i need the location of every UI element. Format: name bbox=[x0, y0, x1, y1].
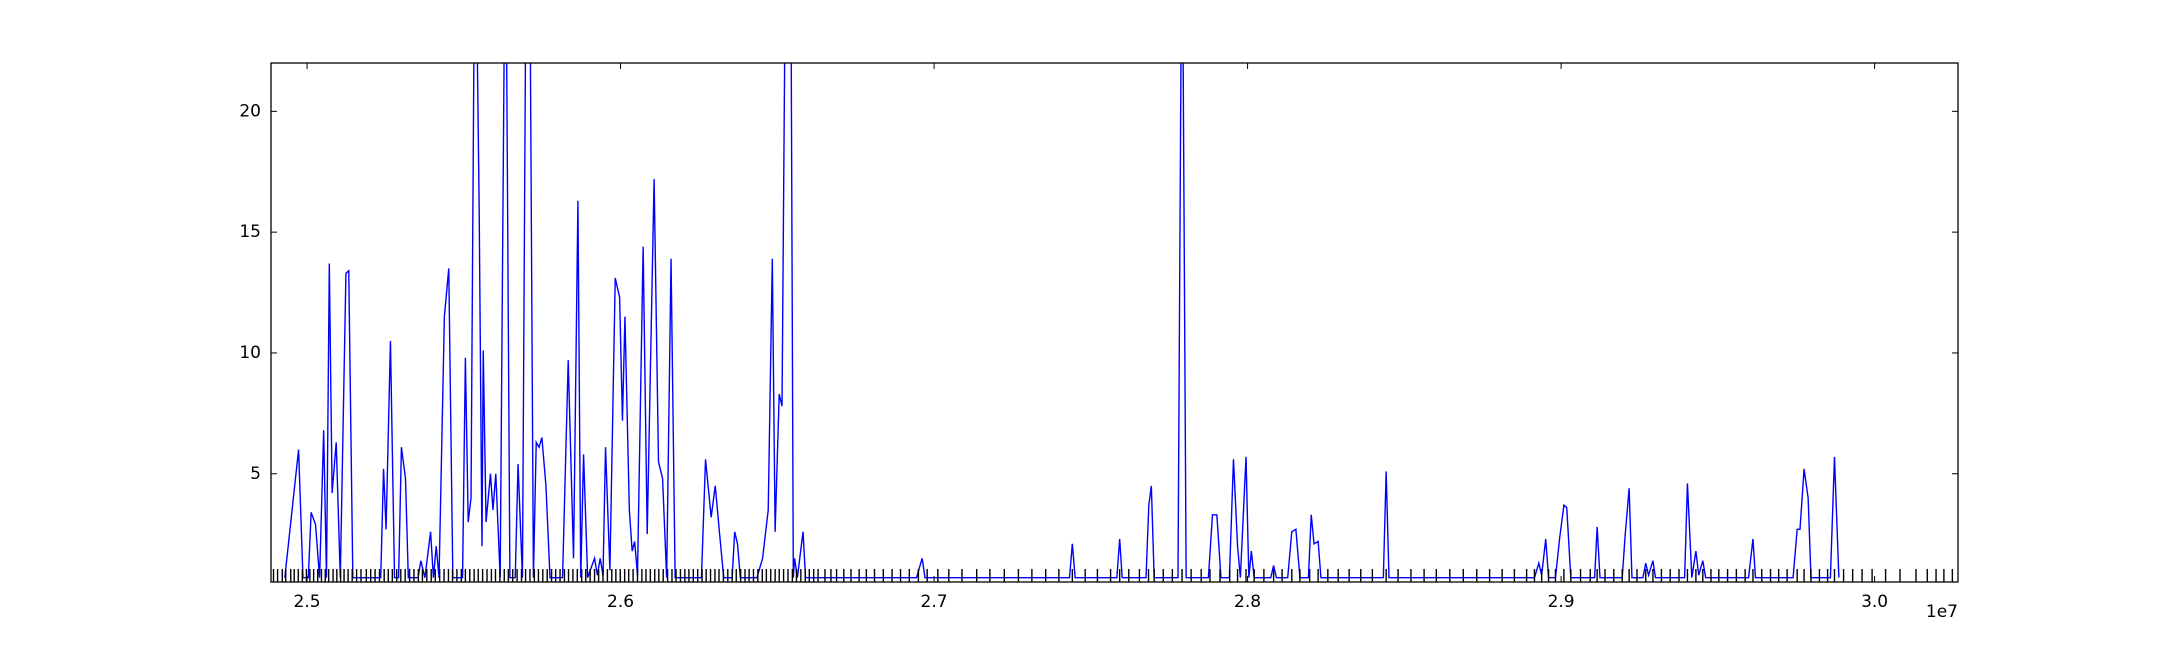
axes-frame bbox=[270, 62, 1959, 583]
x-tick-label: 2.7 bbox=[921, 592, 948, 612]
y-tick-label: 5 bbox=[250, 464, 261, 484]
y-tick-label: 10 bbox=[239, 343, 261, 363]
x-tick-label: 2.6 bbox=[607, 592, 634, 612]
x-tick-label: 3.0 bbox=[1861, 592, 1888, 612]
line-series bbox=[284, 63, 1840, 579]
x-tick-label: 2.8 bbox=[1234, 592, 1261, 612]
x-tick-label: 2.5 bbox=[294, 592, 321, 612]
plot-area bbox=[272, 63, 1954, 582]
y-tick-label: 15 bbox=[239, 222, 261, 242]
y-tick-label: 20 bbox=[239, 101, 261, 121]
x-offset-label: 1e7 bbox=[1926, 602, 1958, 622]
x-tick-label: 2.9 bbox=[1548, 592, 1575, 612]
